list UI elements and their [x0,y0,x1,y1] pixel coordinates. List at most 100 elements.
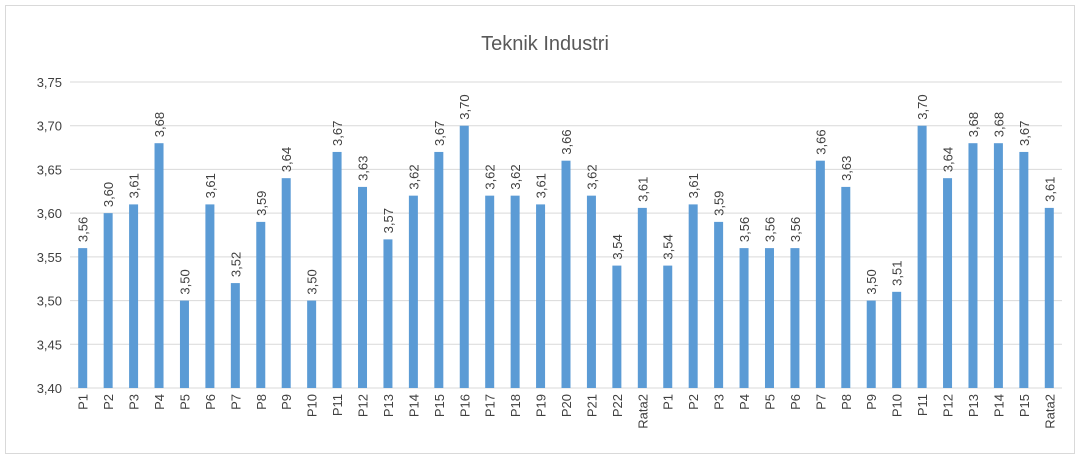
data-label: 3,66 [813,129,828,154]
y-tick-label: 3,50 [37,294,62,309]
x-tick-label: P13 [381,394,396,417]
x-tick-label: P12 [356,394,371,417]
x-tick-label: P5 [177,394,192,410]
data-label: 3,62 [508,164,523,189]
bar [256,221,266,388]
data-label: 3,59 [254,191,269,216]
data-label: 3,70 [457,94,472,119]
y-tick-label: 3,75 [37,75,62,90]
bar [281,178,291,388]
bar [179,300,189,388]
x-tick-label: P7 [228,394,243,410]
bar [1044,207,1054,388]
y-tick-label: 3,55 [37,250,62,265]
data-label: 3,61 [534,173,549,198]
x-tick-label: P12 [941,394,956,417]
x-tick-label: P2 [686,394,701,410]
x-tick-label: P17 [483,394,498,417]
data-label: 3,54 [610,234,625,259]
data-label: 3,67 [432,121,447,146]
data-label: 3,56 [762,217,777,242]
bar [815,160,825,388]
x-tick-label: P11 [915,394,930,416]
x-tick-label: P9 [864,394,879,410]
x-tick-label: P8 [839,394,854,410]
bar [917,125,927,388]
data-label: 3,59 [712,191,727,216]
x-tick-label: P15 [1017,394,1032,417]
x-tick-label: P15 [432,394,447,417]
bar [459,125,469,388]
bar [968,143,978,388]
bar [307,300,317,388]
data-label: 3,61 [686,173,701,198]
x-tick-label: P7 [813,394,828,410]
data-label: 3,50 [864,269,879,294]
data-label: 3,62 [483,164,498,189]
bar [383,239,393,388]
bar [739,248,749,388]
y-tick-label: 3,70 [37,119,62,134]
data-label: 3,60 [101,182,116,207]
data-label: 3,50 [177,269,192,294]
x-tick-label: P4 [737,394,752,410]
data-label: 3,63 [356,156,371,181]
bar [714,221,724,388]
bar [688,204,698,388]
x-tick-label: P11 [330,394,345,416]
bar [205,204,215,388]
x-tick-label: P22 [610,394,625,417]
data-label: 3,67 [1017,121,1032,146]
data-label: 3,56 [737,217,752,242]
bar [866,300,876,388]
bar [78,248,88,388]
bar [485,195,495,388]
x-tick-label: P8 [254,394,269,410]
data-label: 3,57 [381,208,396,233]
data-label: 3,61 [127,173,142,198]
x-tick-label: P10 [890,394,905,417]
x-tick-label: P3 [712,394,727,410]
bar [943,178,953,388]
y-tick-label: 3,60 [37,206,62,221]
data-label: 3,50 [305,269,320,294]
data-label: 3,64 [279,147,294,172]
data-label: 3,68 [966,112,981,137]
x-tick-label: P20 [559,394,574,417]
x-tick-label: P21 [584,394,599,417]
data-label: 3,68 [991,112,1006,137]
x-tick-label: P6 [203,394,218,410]
bar [129,204,139,388]
x-tick-label: P13 [966,394,981,417]
bar [841,186,851,388]
x-tick-label: P9 [279,394,294,410]
bar [764,248,774,388]
y-tick-label: 3,45 [37,337,62,352]
bar [561,160,571,388]
data-label: 3,62 [406,164,421,189]
chart-title: Teknik Industri [481,33,609,55]
data-label: 3,63 [839,156,854,181]
bar [103,213,113,388]
bar [332,151,342,388]
x-tick-label: Rata2 [1042,394,1057,429]
bar [408,195,418,388]
data-label: 3,52 [228,252,243,277]
y-tick-label: 3,65 [37,162,62,177]
data-label: 3,67 [330,121,345,146]
x-tick-label: P5 [762,394,777,410]
bar [536,204,546,388]
data-label: 3,54 [661,234,676,259]
bar [154,143,164,388]
bar [434,151,444,388]
data-label: 3,62 [584,164,599,189]
data-label: 3,68 [152,112,167,137]
x-tick-label: P18 [508,394,523,417]
x-tick-label: P16 [457,394,472,417]
data-label: 3,64 [941,147,956,172]
data-label: 3,70 [915,94,930,119]
bar [510,195,520,388]
x-tick-label: P4 [152,394,167,410]
x-tick-label: P6 [788,394,803,410]
